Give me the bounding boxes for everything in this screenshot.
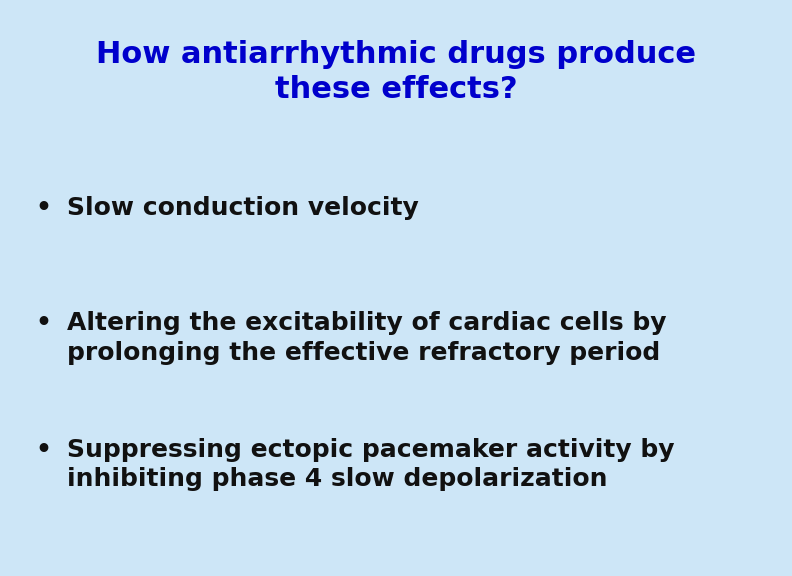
- Text: Altering the excitability of cardiac cells by
prolonging the effective refractor: Altering the excitability of cardiac cel…: [67, 311, 667, 365]
- Text: Suppressing ectopic pacemaker activity by
inhibiting phase 4 slow depolarization: Suppressing ectopic pacemaker activity b…: [67, 438, 675, 491]
- Text: How antiarrhythmic drugs produce
these effects?: How antiarrhythmic drugs produce these e…: [96, 40, 696, 104]
- Text: Slow conduction velocity: Slow conduction velocity: [67, 196, 419, 220]
- Text: •: •: [36, 311, 51, 335]
- Text: •: •: [36, 438, 51, 462]
- Text: •: •: [36, 196, 51, 220]
